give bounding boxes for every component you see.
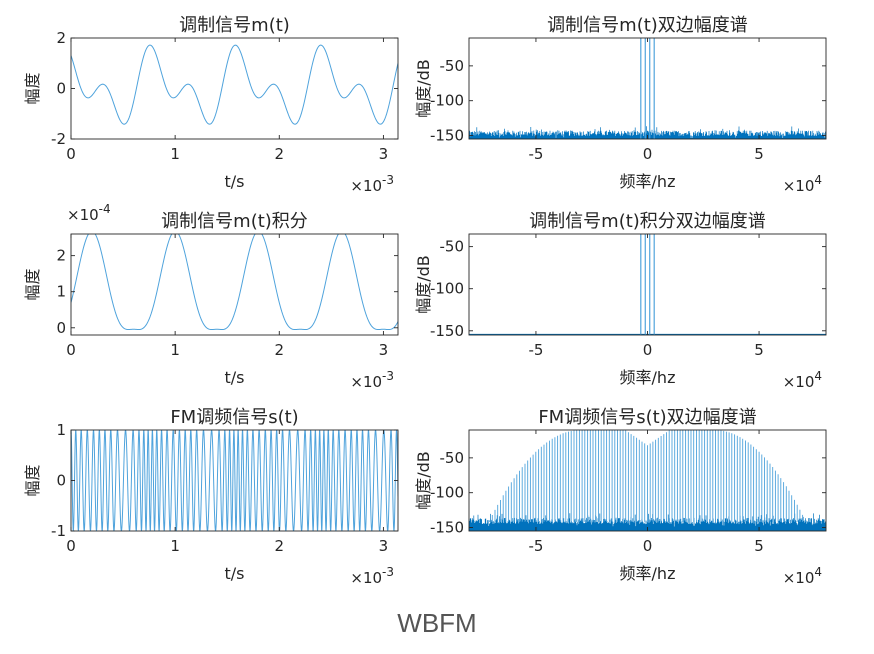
x-axis-label: t/s [225,172,245,191]
x-tick-label: 2 [275,341,285,359]
chart-title: FM调频信号s(t)双边幅度谱 [538,407,756,428]
x-exponent: ×10-3 [350,369,394,391]
x-axis-label: t/s [225,368,245,387]
y-tick-label: -150 [430,322,464,340]
x-axis-label: 频率/hz [620,172,676,191]
subplot-3: 0 1 2 3 0 1 2 调制信号m(t)积分 t/s 幅度 ×10-3 ×10-4 [23,202,399,391]
y-tick-label: -50 [440,449,465,467]
y-axis-label: 幅度 [23,268,42,300]
x-tick-label: 1 [170,537,180,555]
plot-area-4 [469,234,826,335]
x-axis-label: 频率/hz [620,368,676,387]
plot-area-2 [469,38,826,139]
x-tick-label: 0 [66,341,76,359]
y-tick-label: -150 [430,519,464,537]
noise-band [469,513,826,531]
subplot-4: -5 0 5-150-100-50调制信号m(t)积分双边幅度谱频率/hz幅度/dB… [414,211,827,391]
x-tick-label: 1 [170,341,180,359]
x-tick-label: -5 [528,537,543,555]
y-tick-label: 2 [56,29,66,47]
y-axis-label: 幅度/dB [414,59,433,118]
x-exponent: ×10-3 [350,565,394,587]
y-axis-label: 幅度/dB [414,451,433,510]
axes-box [468,233,827,336]
y-tick-label: -50 [440,57,465,75]
x-tick-label: 1 [170,145,180,163]
y-tick-label: 0 [56,472,66,490]
x-exponent: ×104 [783,565,822,587]
y-tick-label: -100 [430,92,464,110]
x-tick-label: 5 [754,537,764,555]
y-tick-label: 1 [56,283,66,301]
y-axis-label: 幅度 [23,72,42,104]
x-exponent: ×10-3 [350,173,394,195]
y-axis-label: 幅度 [23,464,42,496]
x-tick-label: 0 [643,145,653,163]
y-tick-label: -1 [51,522,66,540]
axes-box [70,233,399,336]
chart-title: 调制信号m(t) [179,15,290,36]
y-tick-label: -100 [430,484,464,502]
y-tick-label: -50 [440,238,465,256]
x-tick-label: 0 [643,341,653,359]
sidebands [489,430,806,522]
x-axis-label: 频率/hz [620,564,676,583]
x-tick-label: 3 [379,341,389,359]
noise-band [469,126,826,139]
plot-area-1 [71,44,398,125]
chart-title: FM调频信号s(t) [170,407,298,428]
x-tick-label: 3 [379,537,389,555]
chart-title: 调制信号m(t)积分 [161,211,308,232]
series-line [71,234,398,331]
x-tick-label: 0 [643,537,653,555]
y-tick-label: -150 [430,127,464,145]
plot-area-3 [71,234,398,331]
x-tick-label: 2 [275,537,285,555]
y-tick-label: 2 [56,247,66,265]
subplot-6: -5 0 5-150-100-50FM调频信号s(t)双边幅度谱频率/hz幅度/dB… [414,407,827,587]
figure-caption: WBFM [397,608,477,638]
plot-area-6 [469,430,826,531]
subplot-2: -5 0 5-150-100-50调制信号m(t)双边幅度谱频率/hz幅度/dB×1… [414,15,827,195]
y-tick-label: 0 [56,80,66,98]
y-axis-label: 幅度/dB [414,255,433,314]
x-tick-label: 0 [66,537,76,555]
x-tick-label: 0 [66,145,76,163]
y-tick-label: 1 [56,421,66,439]
series-line [71,430,398,531]
plot-area-5 [71,430,398,531]
axes-box [468,37,827,140]
x-tick-label: 2 [275,145,285,163]
x-tick-label: -5 [528,341,543,359]
x-tick-label: 5 [754,145,764,163]
x-tick-label: -5 [528,145,543,163]
chart-title: 调制信号m(t)双边幅度谱 [547,15,748,36]
y-tick-label: -100 [430,280,464,298]
x-axis-label: t/s [225,564,245,583]
axes-box [70,37,399,140]
y-tick-label: 0 [56,319,66,337]
x-exponent: ×104 [783,369,822,391]
y-tick-label: -2 [51,130,66,148]
y-exponent: ×10-4 [67,202,111,224]
chart-title: 调制信号m(t)积分双边幅度谱 [529,211,766,232]
x-tick-label: 5 [754,341,764,359]
series-line [71,44,398,125]
x-tick-label: 3 [379,145,389,163]
x-exponent: ×104 [783,173,822,195]
